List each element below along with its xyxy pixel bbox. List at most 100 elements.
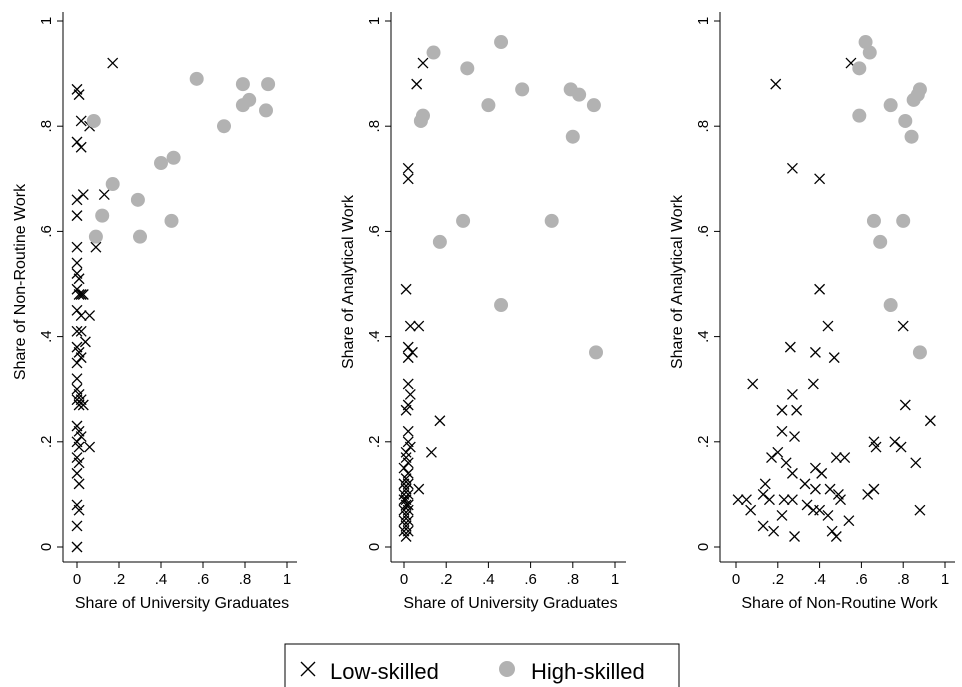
x-tick-label: .8 [567, 571, 580, 588]
low-skilled-point-stroke-b [845, 57, 857, 69]
low-skilled-point [780, 457, 792, 469]
low-skilled-point-stroke-b [895, 441, 907, 453]
y-tick-label: 1 [366, 17, 383, 25]
low-skilled-point-stroke-b [398, 462, 410, 474]
low-skilled-point [786, 162, 798, 174]
low-skilled-point [809, 346, 821, 358]
low-skilled-point [759, 478, 771, 490]
y-tick-label: .8 [366, 120, 383, 133]
low-skilled-point [434, 415, 446, 427]
high-skilled-point [912, 345, 927, 360]
low-skilled-point-stroke-b [400, 446, 412, 458]
low-skilled-point-stroke-b [822, 320, 834, 332]
low-skilled-point-stroke-b [757, 520, 769, 532]
high-skilled-point [164, 213, 179, 228]
low-skilled-point-stroke-b [402, 352, 414, 364]
low-skilled-point [73, 504, 85, 516]
low-skilled-point [73, 478, 85, 490]
low-skilled-point-stroke-b [402, 499, 414, 511]
low-skilled-point-stroke-b [910, 457, 922, 469]
high-skilled-point [883, 98, 898, 113]
panel-2: 0 .2 .4 .6 .8 1 0 .2 .4 .6 .8 1 Share of University … [340, 12, 626, 612]
legend-low-marker [300, 661, 316, 677]
low-skilled-point-stroke-b [786, 467, 798, 479]
x-tick-label: 1 [941, 571, 949, 588]
low-skilled-point [71, 373, 83, 385]
low-skilled-point-stroke-b [404, 389, 416, 400]
high-skilled-point [494, 35, 509, 50]
x-tick-label: 0 [400, 571, 408, 588]
low-skilled-point [807, 504, 819, 516]
low-skilled-point-stroke-b [826, 525, 838, 537]
high-skilled-point [88, 229, 103, 244]
low-skilled-point-stroke-b [71, 210, 83, 222]
x-tick-label: .8 [897, 571, 910, 588]
low-skilled-point [814, 283, 826, 295]
y-tick-label: .6 [38, 225, 55, 238]
low-skilled-point [914, 504, 926, 516]
low-skilled-point-stroke-b [791, 404, 803, 416]
legend: Low-skilled High-skilled [284, 643, 680, 687]
low-skilled-point-stroke-b [73, 441, 85, 453]
low-skilled-point [400, 283, 412, 295]
low-skilled-point-stroke-b [843, 515, 855, 527]
low-skilled-point [784, 341, 796, 353]
low-skilled-point-stroke-b [71, 325, 83, 337]
low-skilled-point [400, 446, 412, 458]
low-skilled-point [77, 399, 89, 411]
low-skilled-point [830, 531, 842, 542]
low-skilled-point-stroke-b [784, 341, 796, 353]
low-skilled-point-stroke-b [406, 346, 418, 358]
low-skilled-point-stroke-b [402, 173, 414, 185]
low-skilled-point-stroke-b [398, 515, 410, 527]
low-skilled-point-stroke-b [71, 283, 83, 295]
low-skilled-point-stroke-b [398, 504, 410, 516]
low-skilled-point-stroke-b [757, 488, 769, 500]
low-skilled-point [895, 441, 907, 453]
high-skilled-point [515, 82, 530, 97]
high-skilled-point [130, 192, 145, 207]
low-skilled-point-stroke-b [786, 494, 798, 506]
high-skilled-point [481, 98, 496, 113]
low-skilled-point [73, 289, 85, 300]
low-skilled-point [870, 441, 882, 453]
low-skilled-point [425, 446, 437, 458]
low-skilled-point-stroke-b [77, 289, 89, 300]
high-skilled-point [852, 108, 867, 123]
low-skilled-point-stroke-b [75, 310, 87, 322]
high-skilled-point [572, 87, 587, 102]
low-skilled-point [71, 357, 83, 369]
low-skilled-point-stroke-b [828, 352, 840, 364]
low-skilled-point-stroke-b [425, 446, 437, 458]
high-skilled-point [189, 71, 204, 86]
low-skilled-point [786, 494, 798, 506]
low-skilled-point [868, 483, 880, 495]
high-skilled-point [565, 129, 580, 144]
legend-low-label: Low-skilled [330, 659, 439, 684]
low-skilled-point [71, 325, 83, 337]
low-skilled-point [400, 404, 412, 416]
low-skilled-point-stroke-b [822, 509, 834, 521]
low-skilled-point-stroke-b [889, 436, 901, 448]
low-skilled-point [402, 457, 414, 469]
low-skilled-point-stroke-b [862, 488, 874, 500]
low-skilled-point-stroke-b [398, 478, 410, 490]
high-skilled-point [413, 113, 428, 128]
low-skilled-point-stroke-b [79, 336, 91, 348]
low-skilled-point [889, 436, 901, 448]
low-skilled-point [778, 494, 790, 506]
low-skilled-point [98, 189, 110, 201]
low-skilled-point-stroke-b [71, 520, 83, 532]
low-skilled-point [824, 483, 836, 495]
high-skilled-point [95, 208, 110, 223]
low-skilled-point-stroke-b [747, 378, 759, 390]
high-skilled-point [858, 35, 873, 50]
high-skilled-point [432, 234, 447, 249]
low-skilled-point-stroke-b [73, 504, 85, 516]
low-skilled-point [757, 520, 769, 532]
low-skilled-point-stroke-b [897, 320, 909, 332]
low-skilled-point-stroke-b [75, 431, 87, 442]
low-skilled-point [398, 462, 410, 474]
low-skilled-point-stroke-b [402, 457, 414, 469]
low-skilled-point [71, 241, 83, 253]
